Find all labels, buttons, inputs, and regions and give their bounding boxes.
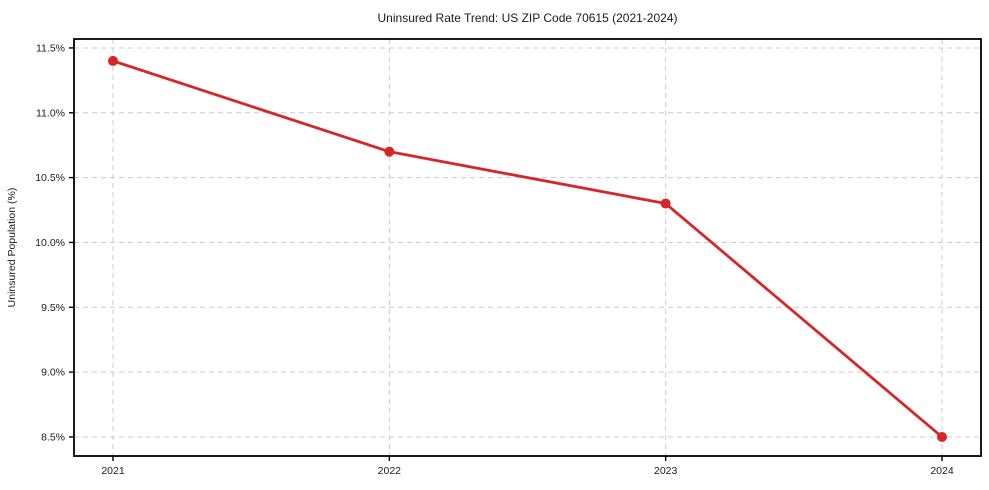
tick-layer [69,47,943,461]
y-tick-label: 11.5% [36,42,65,54]
data-point [937,431,947,442]
y-tick-label: 9.5% [41,302,65,314]
data-point [108,55,118,66]
x-tick-label: 2024 [930,465,954,477]
x-tick-label: 2021 [101,465,125,477]
y-tick-label: 8.5% [41,431,65,443]
y-tick-label: 11.0% [36,107,65,119]
data-point [384,146,395,157]
chart-title: Uninsured Rate Trend: US ZIP Code 70615 … [378,11,678,25]
series-layer [108,55,947,442]
grid-layer [74,39,981,456]
trend-line [111,59,944,439]
y-tick-label: 9.0% [41,367,65,379]
tick-label-layer: 8.5% 9.0% 9.5% 10.0% 10.5% 11.0% 11.5% 2021 2022… [35,42,954,477]
data-point [660,198,671,209]
x-tick-label: 2022 [378,465,402,477]
y-axis-label: Uninsured Population (%) [6,188,18,308]
x-tick-label: 2023 [654,465,678,477]
y-tick-label: 10.5% [35,172,65,184]
y-tick-label: 10.0% [35,237,65,249]
plot-border [73,38,982,457]
